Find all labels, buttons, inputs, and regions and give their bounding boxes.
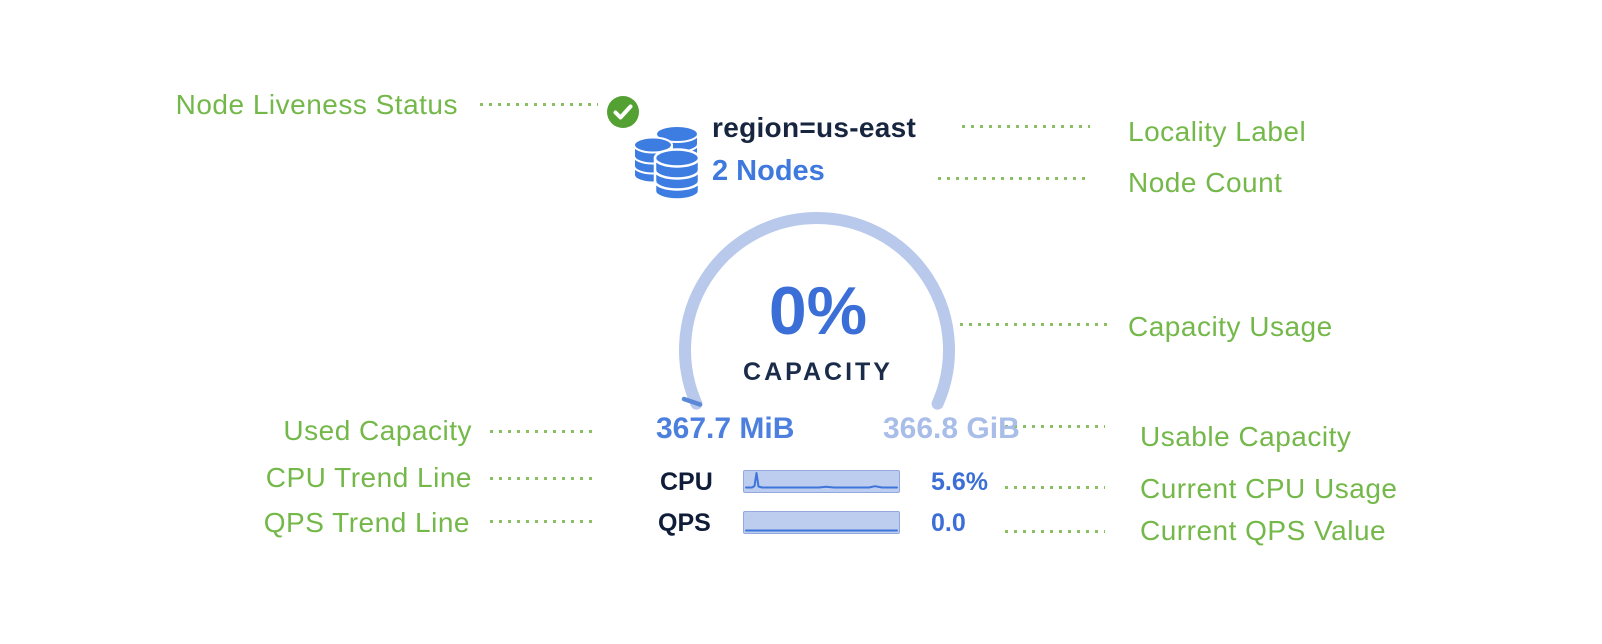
leader-line-usable-capacity: [1005, 425, 1105, 428]
capacity-gauge-arc: [679, 212, 955, 410]
qps-label: QPS: [658, 509, 711, 537]
database-stack-icon: [633, 125, 701, 201]
locality-label-value: region=us-east: [712, 112, 917, 143]
capacity-gauge-label: CAPACITY: [743, 358, 893, 386]
node-liveness-check-icon: [607, 96, 639, 128]
annotation-usable-capacity: Usable Capacity: [1140, 421, 1352, 452]
annotation-node-count: Node Count: [1128, 167, 1283, 198]
leader-line-current-qps: [1005, 530, 1105, 533]
leader-line-node-liveness: [480, 103, 598, 106]
annotation-qps-trend-line: QPS Trend Line: [263, 507, 470, 538]
annotation-locality-label: Locality Label: [1128, 116, 1307, 147]
used-capacity-value: 367.7 MiB: [656, 412, 795, 445]
leader-line-capacity-usage: [960, 323, 1112, 326]
cpu-label: CPU: [660, 468, 713, 496]
annotation-current-qps-value: Current QPS Value: [1140, 515, 1387, 546]
used-capacity-arc-tick: [681, 396, 703, 407]
qps-current-value: 0.0: [931, 509, 966, 537]
cpu-sparkline: [743, 470, 900, 493]
leader-line-qps-trend: [490, 520, 598, 523]
usable-capacity-value: 366.8 GiB: [883, 412, 1020, 445]
annotation-current-cpu-usage: Current CPU Usage: [1140, 473, 1398, 504]
annotation-capacity-usage: Capacity Usage: [1128, 311, 1333, 342]
annotation-cpu-trend-line: CPU Trend Line: [265, 462, 472, 493]
cpu-current-value: 5.6%: [931, 468, 988, 496]
leader-line-current-cpu: [1005, 486, 1105, 489]
leader-line-locality: [962, 125, 1090, 128]
leader-line-node-count: [938, 177, 1090, 180]
capacity-percent-value: 0%: [768, 273, 868, 349]
annotation-used-capacity: Used Capacity: [283, 415, 472, 446]
annotation-node-liveness-status: Node Liveness Status: [175, 89, 458, 120]
node-count-value: 2 Nodes: [712, 155, 825, 187]
leader-line-used-capacity: [490, 430, 598, 433]
qps-sparkline: [743, 511, 900, 534]
leader-line-cpu-trend: [490, 477, 598, 480]
